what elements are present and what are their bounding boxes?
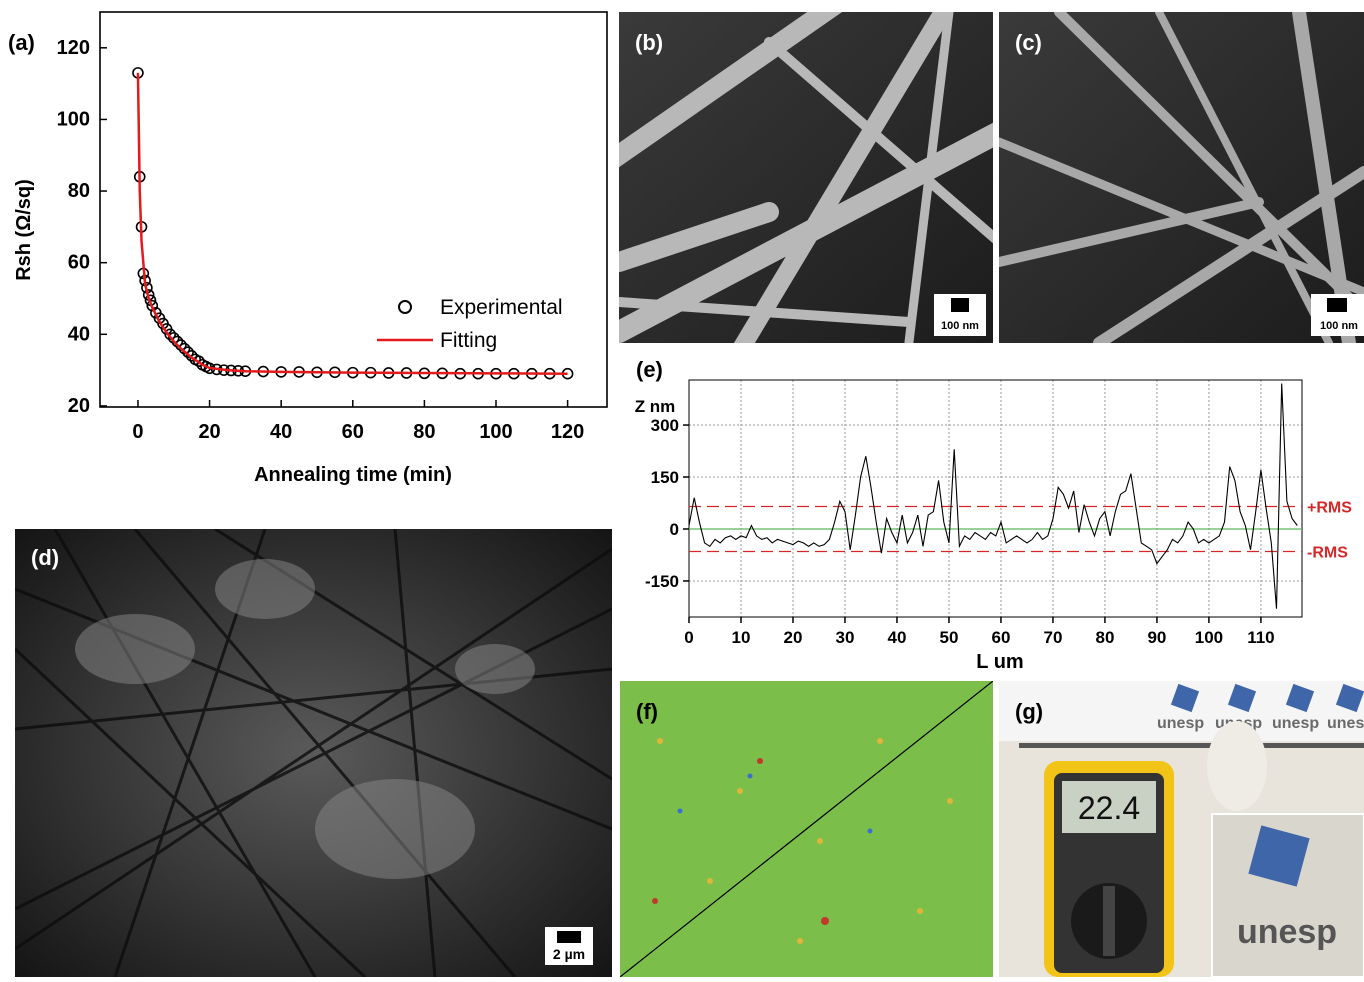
fit-line (138, 73, 568, 374)
x-tick-label: 0 (684, 628, 693, 647)
x-tick-label: 60 (342, 421, 364, 443)
panel-label: (d) (31, 545, 59, 570)
x-tick-label: 20 (784, 628, 803, 647)
x-tick-label: 30 (836, 628, 855, 647)
y-tick-label: 0 (670, 520, 679, 539)
panel-label: (e) (636, 357, 663, 382)
y-tick-label: 100 (57, 108, 90, 130)
panel-label: (a) (8, 30, 35, 55)
figure: 100 nm (b) 100 nm (c) 2 µm (d) (0, 0, 1364, 977)
panel-label: (c) (1015, 30, 1042, 55)
x-axis-label: Annealing time (min) (254, 464, 452, 486)
y-tick-label: 120 (57, 37, 90, 59)
profile-line (689, 384, 1297, 609)
y-tick-label: 40 (68, 323, 90, 345)
sem-image-d: 2 µm (d) (15, 529, 612, 977)
x-tick-label: 70 (1043, 628, 1062, 647)
x-tick-label: 10 (732, 628, 751, 647)
panel-label: (f) (636, 699, 658, 724)
logo-text: unesp (1272, 715, 1319, 732)
y-axis-label: Rsh (Ω/sq) (13, 179, 35, 281)
logo-text: unesp (1237, 913, 1337, 951)
y-tick-label: 60 (68, 252, 90, 274)
y-tick-label: 300 (651, 416, 679, 435)
logo-text: unesp (1157, 715, 1204, 732)
scale-bar-label: 100 nm (1320, 320, 1358, 332)
reference-label: -RMS (1307, 545, 1348, 562)
x-tick-label: 60 (991, 628, 1010, 647)
photo-g: unespunespunespunesp 22.4 unesp (g) (999, 681, 1364, 977)
x-axis-label: L um (976, 651, 1023, 673)
scale-bar-label: 100 nm (941, 320, 979, 332)
x-tick-label: 90 (1147, 628, 1166, 647)
page: 100 nm (b) 100 nm (c) 2 µm (d) (0, 0, 1364, 977)
x-tick-label: 40 (888, 628, 907, 647)
scale-bar-label: 2 µm (553, 946, 585, 962)
sem-image-b: 100 nm (b) (609, 2, 999, 352)
x-tick-label: 120 (551, 421, 584, 443)
y-tick-label: 150 (651, 468, 679, 487)
x-tick-label: 0 (132, 421, 143, 443)
x-tick-label: 40 (270, 421, 292, 443)
x-tick-label: 80 (1095, 628, 1114, 647)
sem-image-c: 100 nm (c) (999, 12, 1364, 343)
legend-marker (399, 301, 411, 313)
x-tick-label: 20 (198, 421, 220, 443)
y-axis-label: Z nm (635, 397, 676, 416)
y-tick-label: 20 (68, 395, 90, 417)
x-tick-label: 50 (940, 628, 959, 647)
legend-label: Fitting (440, 329, 497, 352)
panel-label: (g) (1015, 699, 1043, 724)
meter-display: 22.4 (1078, 790, 1140, 826)
panel-label: (b) (635, 30, 663, 55)
x-tick-label: 100 (1195, 628, 1223, 647)
logo-text: unesp (1327, 715, 1364, 732)
legend-label: Experimental (440, 296, 563, 319)
x-tick-label: 110 (1247, 628, 1274, 647)
y-tick-label: 80 (68, 180, 90, 202)
x-tick-label: 100 (479, 421, 512, 443)
afm-image-f: (f) (620, 681, 993, 977)
y-tick-label: -150 (645, 572, 679, 591)
reference-label: +RMS (1307, 499, 1352, 516)
x-tick-label: 80 (413, 421, 435, 443)
